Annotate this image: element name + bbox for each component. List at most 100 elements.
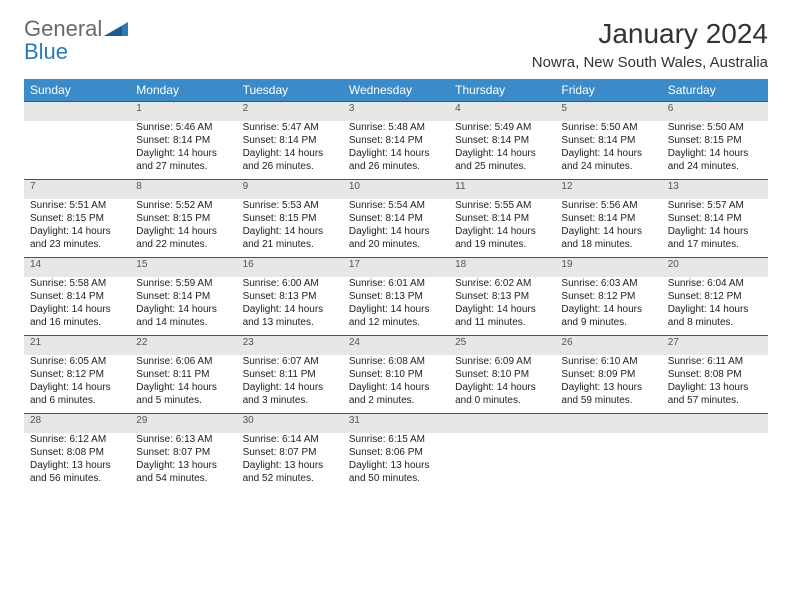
sunset-text: Sunset: 8:14 PM: [349, 134, 443, 147]
daylight-text: Daylight: 14 hours: [561, 147, 655, 160]
day-detail-cell: Sunrise: 5:50 AMSunset: 8:14 PMDaylight:…: [555, 121, 661, 180]
sunrise-text: Sunrise: 5:57 AM: [668, 199, 762, 212]
sunset-text: Sunset: 8:07 PM: [243, 446, 337, 459]
sunrise-text: Sunrise: 6:00 AM: [243, 277, 337, 290]
day-detail-cell: Sunrise: 5:55 AMSunset: 8:14 PMDaylight:…: [449, 199, 555, 258]
daylight-text: Daylight: 14 hours: [349, 147, 443, 160]
sunrise-text: Sunrise: 5:55 AM: [455, 199, 549, 212]
daylight-text: and 26 minutes.: [349, 160, 443, 173]
day-number-row: 123456: [24, 102, 768, 122]
sunset-text: Sunset: 8:13 PM: [349, 290, 443, 303]
sunset-text: Sunset: 8:07 PM: [136, 446, 230, 459]
day-header: Tuesday: [237, 79, 343, 102]
daylight-text: Daylight: 14 hours: [561, 225, 655, 238]
sunrise-text: Sunrise: 5:54 AM: [349, 199, 443, 212]
daylight-text: and 25 minutes.: [455, 160, 549, 173]
day-detail-cell: Sunrise: 5:49 AMSunset: 8:14 PMDaylight:…: [449, 121, 555, 180]
day-detail-cell: Sunrise: 6:07 AMSunset: 8:11 PMDaylight:…: [237, 355, 343, 414]
sunset-text: Sunset: 8:12 PM: [668, 290, 762, 303]
day-detail-cell: Sunrise: 6:08 AMSunset: 8:10 PMDaylight:…: [343, 355, 449, 414]
day-detail-cell: Sunrise: 6:01 AMSunset: 8:13 PMDaylight:…: [343, 277, 449, 336]
sunrise-text: Sunrise: 6:09 AM: [455, 355, 549, 368]
day-number-cell: 24: [343, 336, 449, 356]
sunrise-text: Sunrise: 6:04 AM: [668, 277, 762, 290]
calendar-table: SundayMondayTuesdayWednesdayThursdayFrid…: [24, 79, 768, 491]
sunset-text: Sunset: 8:10 PM: [455, 368, 549, 381]
location: Nowra, New South Wales, Australia: [532, 54, 768, 71]
day-detail-cell: Sunrise: 5:48 AMSunset: 8:14 PMDaylight:…: [343, 121, 449, 180]
day-number-cell: 7: [24, 180, 130, 200]
day-number-cell: 10: [343, 180, 449, 200]
logo-word1: General: [24, 16, 102, 41]
daylight-text: Daylight: 14 hours: [243, 225, 337, 238]
day-header: Sunday: [24, 79, 130, 102]
daylight-text: and 21 minutes.: [243, 238, 337, 251]
day-number-cell: 5: [555, 102, 661, 122]
day-detail-cell: Sunrise: 6:04 AMSunset: 8:12 PMDaylight:…: [662, 277, 768, 336]
day-number-cell: 31: [343, 414, 449, 434]
day-header: Saturday: [662, 79, 768, 102]
day-detail-cell: [662, 433, 768, 491]
day-detail-cell: [24, 121, 130, 180]
sunset-text: Sunset: 8:14 PM: [243, 134, 337, 147]
day-detail-cell: Sunrise: 6:03 AMSunset: 8:12 PMDaylight:…: [555, 277, 661, 336]
daylight-text: and 57 minutes.: [668, 394, 762, 407]
day-number-cell: 30: [237, 414, 343, 434]
daylight-text: Daylight: 14 hours: [455, 303, 549, 316]
day-number-cell: 19: [555, 258, 661, 278]
sunset-text: Sunset: 8:14 PM: [136, 134, 230, 147]
daylight-text: and 20 minutes.: [349, 238, 443, 251]
day-detail-cell: Sunrise: 5:57 AMSunset: 8:14 PMDaylight:…: [662, 199, 768, 258]
day-detail-cell: Sunrise: 6:10 AMSunset: 8:09 PMDaylight:…: [555, 355, 661, 414]
daylight-text: and 5 minutes.: [136, 394, 230, 407]
day-number-cell: 25: [449, 336, 555, 356]
sunset-text: Sunset: 8:14 PM: [561, 212, 655, 225]
daylight-text: and 11 minutes.: [455, 316, 549, 329]
daylight-text: Daylight: 14 hours: [136, 225, 230, 238]
day-detail-row: Sunrise: 5:58 AMSunset: 8:14 PMDaylight:…: [24, 277, 768, 336]
logo-word2: Blue: [24, 39, 68, 64]
day-number-cell: 1: [130, 102, 236, 122]
day-detail-cell: Sunrise: 5:58 AMSunset: 8:14 PMDaylight:…: [24, 277, 130, 336]
daylight-text: Daylight: 13 hours: [243, 459, 337, 472]
sunrise-text: Sunrise: 5:59 AM: [136, 277, 230, 290]
month-title: January 2024: [532, 18, 768, 50]
day-number-cell: 8: [130, 180, 236, 200]
day-number-cell: 13: [662, 180, 768, 200]
day-number-cell: 9: [237, 180, 343, 200]
daylight-text: and 18 minutes.: [561, 238, 655, 251]
daylight-text: Daylight: 14 hours: [30, 225, 124, 238]
daylight-text: Daylight: 13 hours: [561, 381, 655, 394]
day-number-cell: 17: [343, 258, 449, 278]
daylight-text: Daylight: 14 hours: [455, 225, 549, 238]
sunrise-text: Sunrise: 5:47 AM: [243, 121, 337, 134]
sunset-text: Sunset: 8:06 PM: [349, 446, 443, 459]
day-detail-cell: Sunrise: 5:59 AMSunset: 8:14 PMDaylight:…: [130, 277, 236, 336]
sunrise-text: Sunrise: 6:06 AM: [136, 355, 230, 368]
sunrise-text: Sunrise: 5:46 AM: [136, 121, 230, 134]
logo: General Blue: [24, 18, 130, 64]
daylight-text: Daylight: 14 hours: [243, 303, 337, 316]
day-detail-cell: Sunrise: 6:02 AMSunset: 8:13 PMDaylight:…: [449, 277, 555, 336]
day-number-row: 21222324252627: [24, 336, 768, 356]
day-number-cell: [449, 414, 555, 434]
sunset-text: Sunset: 8:14 PM: [668, 212, 762, 225]
daylight-text: and 24 minutes.: [561, 160, 655, 173]
day-detail-cell: Sunrise: 5:56 AMSunset: 8:14 PMDaylight:…: [555, 199, 661, 258]
logo-triangle-icon: [104, 20, 130, 40]
daylight-text: and 2 minutes.: [349, 394, 443, 407]
day-number-cell: [24, 102, 130, 122]
daylight-text: and 23 minutes.: [30, 238, 124, 251]
sunrise-text: Sunrise: 6:10 AM: [561, 355, 655, 368]
day-header: Friday: [555, 79, 661, 102]
sunrise-text: Sunrise: 6:03 AM: [561, 277, 655, 290]
sunrise-text: Sunrise: 6:05 AM: [30, 355, 124, 368]
day-detail-cell: Sunrise: 5:51 AMSunset: 8:15 PMDaylight:…: [24, 199, 130, 258]
day-detail-row: Sunrise: 5:46 AMSunset: 8:14 PMDaylight:…: [24, 121, 768, 180]
daylight-text: and 24 minutes.: [668, 160, 762, 173]
daylight-text: Daylight: 14 hours: [455, 381, 549, 394]
day-number-cell: 20: [662, 258, 768, 278]
daylight-text: and 56 minutes.: [30, 472, 124, 485]
day-number-cell: 4: [449, 102, 555, 122]
day-detail-cell: [449, 433, 555, 491]
